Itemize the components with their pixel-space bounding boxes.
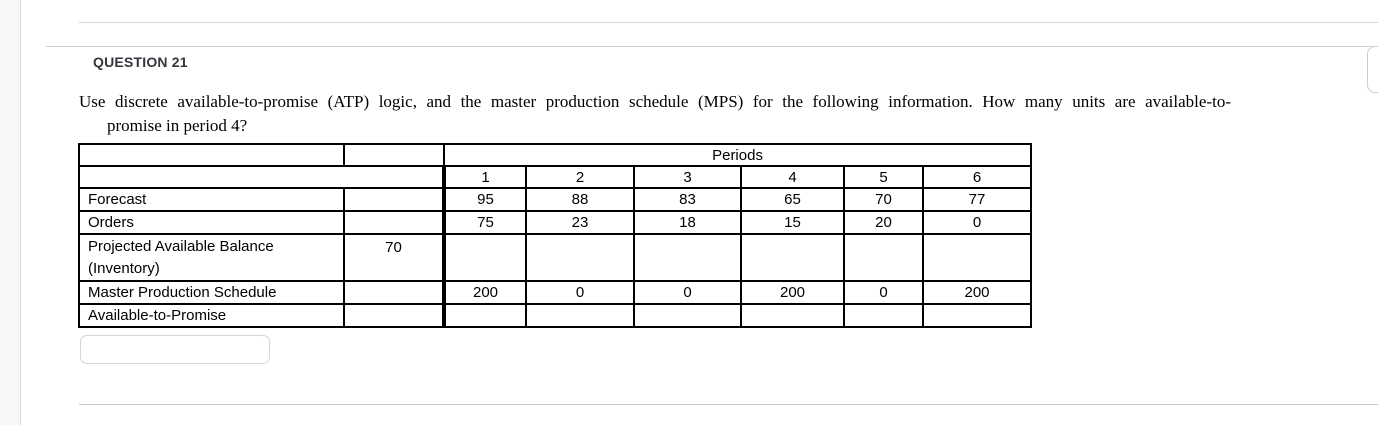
cell-value: 20	[843, 210, 924, 235]
row-label-line1: Projected Available Balance	[88, 237, 274, 255]
table-row-period-numbers: 1 2 3 4 5 6	[78, 165, 1033, 189]
table-row-projected-available-balance: Projected Available Balance (Inventory) …	[78, 233, 1033, 282]
table-row-forecast: Forecast 95 88 83 65 70 77	[78, 187, 1033, 212]
cell-value: 200	[740, 280, 845, 305]
row-label: Master Production Schedule	[78, 280, 345, 305]
cell-value	[525, 303, 635, 328]
row-label: Orders	[78, 210, 345, 235]
empty-cell	[78, 143, 345, 167]
period-label: 6	[921, 165, 1033, 189]
cell-value: 0	[921, 210, 1033, 235]
right-edge-panel[interactable]	[1367, 46, 1378, 93]
cell-value	[843, 233, 924, 282]
row-label: Forecast	[78, 187, 345, 212]
period-label: 5	[843, 165, 924, 189]
cell-value	[442, 303, 527, 328]
cell-value	[740, 303, 845, 328]
cell-value: 95	[442, 187, 527, 212]
periods-header: Periods	[442, 143, 1033, 167]
cell-value	[843, 303, 924, 328]
cell-value: 200	[442, 280, 527, 305]
period-label: 4	[740, 165, 845, 189]
question-text-line1: Use discrete available-to-promise (ATP) …	[79, 92, 1231, 111]
initial-cell	[343, 187, 445, 212]
initial-cell	[343, 210, 445, 235]
empty-cell	[343, 143, 445, 167]
row-label: Available-to-Promise	[78, 303, 345, 328]
header-divider	[46, 46, 1378, 47]
cell-value	[633, 233, 742, 282]
period-label: 2	[525, 165, 635, 189]
cell-value: 18	[633, 210, 742, 235]
initial-cell	[343, 280, 445, 305]
cell-value: 0	[633, 280, 742, 305]
cell-value	[921, 303, 1033, 328]
table-row-orders: Orders 75 23 18 15 20 0	[78, 210, 1033, 235]
table-row-periods: Periods	[78, 143, 1033, 167]
cell-value	[442, 233, 527, 282]
cell-value: 0	[843, 280, 924, 305]
cell-value: 65	[740, 187, 845, 212]
cell-value: 88	[525, 187, 635, 212]
initial-cell	[343, 303, 445, 328]
left-gutter	[0, 0, 21, 425]
period-label: 1	[442, 165, 527, 189]
question-text: Use discrete available-to-promise (ATP) …	[79, 90, 1231, 138]
initial-cell: 70	[343, 233, 445, 282]
cell-value: 15	[740, 210, 845, 235]
cell-value: 0	[525, 280, 635, 305]
answer-input[interactable]	[80, 335, 270, 364]
question-header: QUESTION 21	[93, 54, 188, 70]
cell-value	[921, 233, 1033, 282]
period-label: 3	[633, 165, 742, 189]
table-row-master-production-schedule: Master Production Schedule 200 0 0 200 0…	[78, 280, 1033, 305]
cell-value: 23	[525, 210, 635, 235]
top-divider	[79, 22, 1378, 23]
cell-value: 70	[843, 187, 924, 212]
cell-value	[740, 233, 845, 282]
mps-table: Periods 1 2 3 4 5 6 Forecast 95 88 83 65…	[78, 143, 1033, 328]
cell-value: 75	[442, 210, 527, 235]
row-label-line2: (Inventory)	[88, 259, 160, 277]
cell-value: 77	[921, 187, 1033, 212]
cell-value	[525, 233, 635, 282]
empty-cell	[78, 165, 445, 189]
cell-value: 200	[921, 280, 1033, 305]
cell-value: 83	[633, 187, 742, 212]
row-label: Projected Available Balance (Inventory)	[78, 233, 345, 282]
cell-value	[633, 303, 742, 328]
question-text-line2: promise in period 4?	[107, 116, 248, 135]
bottom-divider	[79, 404, 1378, 405]
table-row-available-to-promise: Available-to-Promise	[78, 303, 1033, 328]
